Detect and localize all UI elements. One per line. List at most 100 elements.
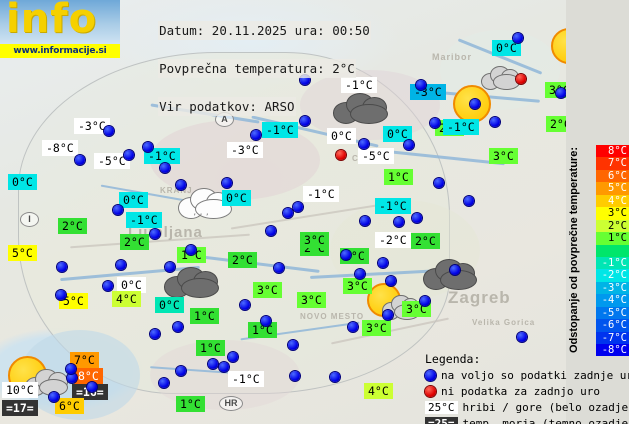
station-dot-current[interactable] [143, 142, 153, 152]
temperature-label: 8°C [74, 368, 103, 384]
station-dot-current[interactable] [300, 116, 310, 126]
station-dot-current[interactable] [359, 139, 369, 149]
temperature-label: 1°C [176, 396, 205, 412]
station-dot-current[interactable] [176, 180, 186, 190]
station-dot-current[interactable] [341, 250, 351, 260]
station-dot-current[interactable] [394, 217, 404, 227]
station-dot-current[interactable] [450, 265, 460, 275]
station-dot-current[interactable] [430, 118, 440, 128]
legend-item-label: ni podatka za zadnjo uro [441, 385, 600, 398]
station-dot-current[interactable] [378, 258, 388, 268]
station-dot-current[interactable] [173, 322, 183, 332]
station-dot-current[interactable] [251, 130, 261, 140]
temperature-label: =17= [2, 400, 38, 416]
station-dot-current[interactable] [513, 33, 523, 43]
temperature-label: 3°C [343, 278, 372, 294]
station-dot-current[interactable] [116, 260, 126, 270]
color-scale-step: -8°C [596, 344, 629, 357]
station-dot-current[interactable] [165, 262, 175, 272]
station-dot-current[interactable] [57, 262, 67, 272]
station-dot-current[interactable] [160, 163, 170, 173]
color-scale-step: -4°C [596, 294, 629, 307]
site-logo[interactable]: info www.informacije.si [0, 0, 120, 58]
station-dot-current[interactable] [66, 364, 76, 374]
station-dot-current[interactable] [150, 329, 160, 339]
legend-item-label: temp. morja (temno ozadje) [462, 417, 629, 424]
station-dot-current[interactable] [176, 366, 186, 376]
station-dot-current[interactable] [75, 155, 85, 165]
station-dot-current[interactable] [348, 322, 358, 332]
temperature-label: -1°C [375, 198, 411, 214]
station-dot-current[interactable] [103, 281, 113, 291]
map-canvas[interactable]: Ljubljana Zagreb NOVO MESTO KRANJ Velika Gor… [0, 0, 607, 424]
station-dot-current[interactable] [300, 75, 310, 85]
station-dot-current[interactable] [159, 378, 169, 388]
station-dot-current[interactable] [228, 352, 238, 362]
temperature-label: -5°C [358, 148, 394, 164]
station-dot-current[interactable] [49, 392, 59, 402]
legend-swatch-box: =25= [425, 417, 458, 424]
temperature-label: 4°C [112, 291, 141, 307]
station-dot-current[interactable] [355, 269, 365, 279]
station-dot-current[interactable] [420, 296, 430, 306]
legend-item-label: na voljo so podatki zadnje ure [441, 369, 629, 382]
sun-icon [453, 85, 491, 123]
temperature-label: 1°C [248, 322, 277, 338]
color-scale-step: -6°C [596, 319, 629, 332]
map-place-label: Zagreb [448, 288, 511, 307]
station-dot-current[interactable] [330, 372, 340, 382]
temperature-label: 1°C [190, 308, 219, 324]
station-dot-stale[interactable] [516, 74, 526, 84]
logo-url: www.informacije.si [0, 44, 120, 58]
temperature-label: 3°C [253, 282, 282, 298]
color-scale-step: 4°C [596, 194, 629, 208]
station-dot-current[interactable] [293, 202, 303, 212]
station-dot-current[interactable] [412, 213, 422, 223]
station-dot-current[interactable] [404, 140, 414, 150]
station-dot-current[interactable] [186, 245, 196, 255]
station-dot-current[interactable] [208, 359, 218, 369]
station-dot-stale[interactable] [336, 150, 346, 160]
header-date-line: Datum: 20.11.2025 ura: 00:50 [158, 21, 371, 40]
station-dot-current[interactable] [104, 126, 114, 136]
station-dot-current[interactable] [56, 290, 66, 300]
station-dot-current[interactable] [470, 99, 480, 109]
station-dot-current[interactable] [87, 382, 97, 392]
station-dot-current[interactable] [219, 362, 229, 372]
temperature-label: 10°C [2, 382, 38, 398]
station-dot-current[interactable] [222, 178, 232, 188]
temperature-label: -2°C [375, 232, 411, 248]
color-scale-step: 7°C [596, 157, 629, 170]
color-scale-step: 8°C [596, 145, 629, 158]
station-dot-current[interactable] [67, 373, 77, 383]
temperature-label: 3°C [297, 292, 326, 308]
color-scale-step: 3°C [596, 207, 629, 220]
temperature-label: 5°C [59, 293, 88, 309]
station-dot-current[interactable] [517, 332, 527, 342]
temperature-label: -5°C [94, 153, 130, 169]
station-dot-current[interactable] [240, 300, 250, 310]
station-dot-current[interactable] [434, 178, 444, 188]
station-dot-current[interactable] [113, 205, 123, 215]
station-dot-current[interactable] [266, 226, 276, 236]
station-dot-current[interactable] [261, 316, 271, 326]
color-scale-title: Odstopanje od povprečne temperature: [568, 147, 580, 353]
station-dot-current[interactable] [383, 310, 393, 320]
station-dot-current[interactable] [386, 276, 396, 286]
station-dot-current[interactable] [416, 80, 426, 90]
station-dot-current[interactable] [490, 117, 500, 127]
station-dot-current[interactable] [150, 229, 160, 239]
temperature-label: -1°C [228, 371, 264, 387]
station-dot-current[interactable] [274, 263, 284, 273]
station-dot-current[interactable] [556, 88, 566, 98]
station-dot-current[interactable] [360, 216, 370, 226]
station-dot-current[interactable] [124, 150, 134, 160]
temperature-label: -1°C [341, 77, 377, 93]
color-scale-panel: Odstopanje od povprečne temperature: 8°C… [566, 0, 629, 424]
station-dot-current[interactable] [288, 340, 298, 350]
station-dot-current[interactable] [283, 208, 293, 218]
station-dot-current[interactable] [464, 196, 474, 206]
color-scale-step: 1°C [596, 232, 629, 245]
station-dot-current[interactable] [290, 371, 300, 381]
blue-dot-icon [425, 370, 436, 381]
